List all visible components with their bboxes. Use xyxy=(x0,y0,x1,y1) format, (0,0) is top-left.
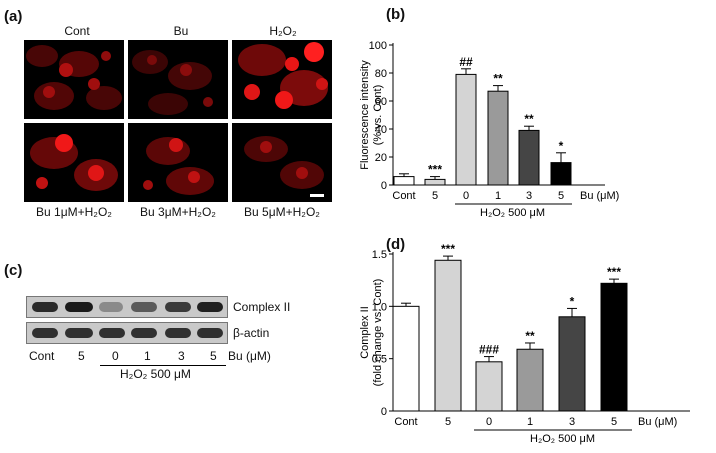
chart-d-x-tick-label: 1 xyxy=(527,416,533,428)
blot-band xyxy=(65,302,93,312)
chart-d-significance-label: ** xyxy=(525,329,535,343)
chart-d-y-tick-label: 0.5 xyxy=(372,354,387,366)
chart-d-significance-label: *** xyxy=(441,242,455,256)
micrograph-caption-bu5: Bu 5μM+H₂O₂ xyxy=(244,205,320,219)
blot-label-complex: Complex II xyxy=(233,300,291,314)
chart-d-y-tick-label: 1.5 xyxy=(372,249,387,261)
chart-b-x-tick-label: 5 xyxy=(432,190,438,202)
chart-d-x-tick-label: 3 xyxy=(569,416,575,428)
scale-bar xyxy=(310,194,324,197)
blot-h2o2-line xyxy=(100,365,226,366)
chart-b-x-tick-label: Cont xyxy=(392,190,415,202)
chart-d-h2o2-label: H₂O₂ 500 μM xyxy=(530,433,595,445)
panel-label-d: (d) xyxy=(386,236,406,253)
panel-label-b: (b) xyxy=(386,6,406,23)
blot-band xyxy=(165,328,191,338)
chart-b-significance-label: ** xyxy=(493,72,503,86)
chart-b-y-tick-label: 20 xyxy=(375,152,387,164)
chart-b-significance-label: * xyxy=(559,139,564,153)
chart-d-y-tick-label: 1.0 xyxy=(372,301,387,313)
chart-d-x-tick-label: Cont xyxy=(394,416,417,428)
blot-lane-label: 0 xyxy=(112,349,119,363)
chart-b-x-tick-label: 0 xyxy=(463,190,469,202)
chart-b-ylabel: (% vs. Cont) xyxy=(372,85,384,146)
chart-b-x-tick-label: 1 xyxy=(495,190,501,202)
blot-lane-label: Cont xyxy=(29,349,55,363)
blot-band xyxy=(65,328,93,338)
micrograph-header-bu: Bu xyxy=(173,24,189,38)
chart-b-x-tick-label: 3 xyxy=(526,190,532,202)
micrograph-header-cont: Cont xyxy=(64,24,90,38)
micrograph-bu xyxy=(128,40,228,119)
micrograph-cont xyxy=(24,40,124,119)
blot-band xyxy=(131,328,157,338)
micrograph-h2o2 xyxy=(232,40,332,119)
chart-d-bar xyxy=(434,259,462,412)
chart-d-bar xyxy=(516,348,544,412)
chart-d-x-tick-label: 0 xyxy=(486,416,492,428)
chart-b-h2o2-label: H₂O₂ 500 μM xyxy=(480,207,545,219)
chart-b-bar xyxy=(518,129,540,186)
blot-band xyxy=(197,328,223,338)
micrograph-bu3-h2o2 xyxy=(128,123,228,202)
blot-lane-label: 5 xyxy=(210,349,217,363)
chart-d-bu-unit: Bu (μM) xyxy=(638,416,677,428)
chart-d-bar xyxy=(475,361,503,412)
chart-d-y-tick-label: 0 xyxy=(381,406,387,418)
chart-b-y-tick-label: 100 xyxy=(369,40,387,52)
chart-b-bar xyxy=(550,162,572,186)
chart-b-y-tick-label: 60 xyxy=(375,96,387,108)
micrograph-caption-bu1: Bu 1μM+H₂O₂ xyxy=(36,205,112,219)
chart-d-ylabel: (fold change vs. Cont) xyxy=(372,279,384,387)
chart-b-x-tick-label: 5 xyxy=(558,190,564,202)
chart-b-bar xyxy=(455,73,477,186)
chart-b-y-tick-label: 0 xyxy=(381,180,387,192)
blot-band xyxy=(32,328,58,338)
chart-b-bar xyxy=(424,178,446,186)
chart-b-ylabel: Fluorescence intensity xyxy=(359,60,371,170)
chart-d-bar xyxy=(600,282,628,412)
chart-b-bar xyxy=(487,90,509,186)
blot-h2o2-label: H₂O₂ 500 μM xyxy=(120,367,191,381)
micrograph-bu1-h2o2 xyxy=(24,123,124,202)
blot-label-actin: β-actin xyxy=(233,326,270,340)
panel-label-c: (c) xyxy=(4,262,23,279)
chart-d-x-tick-label: 5 xyxy=(611,416,617,428)
chart-b-significance-label: ** xyxy=(524,112,534,126)
chart-b-y-tick-label: 80 xyxy=(375,68,387,80)
blot-lane-label: 1 xyxy=(144,349,151,363)
blot-band xyxy=(197,302,223,312)
chart-b-significance-label: ## xyxy=(459,55,473,69)
chart-d-significance-label: *** xyxy=(607,265,621,279)
micrograph-bu5-h2o2 xyxy=(232,123,332,202)
blot-bu-unit: Bu (μM) xyxy=(228,349,271,363)
chart-d-ylabel: Complex II xyxy=(359,306,371,359)
micrograph-caption-bu3: Bu 3μM+H₂O₂ xyxy=(140,205,216,219)
chart-b-significance-label: *** xyxy=(428,163,442,177)
chart-d-significance-label: ### xyxy=(479,343,499,357)
blot-band xyxy=(131,302,157,312)
chart-b-y-tick-label: 40 xyxy=(375,124,387,136)
panel-label-a: (a) xyxy=(4,8,23,25)
chart-d-x-tick-label: 5 xyxy=(445,416,451,428)
blot-row-actin xyxy=(26,322,228,344)
blot-band xyxy=(165,302,191,312)
chart-b-bar xyxy=(393,176,415,186)
blot-lane-label: 3 xyxy=(178,349,185,363)
blot-lane-label: 5 xyxy=(78,349,85,363)
blot-band xyxy=(32,302,58,312)
chart-d-bar xyxy=(558,316,586,412)
chart-b-bu-unit: Bu (μM) xyxy=(580,190,619,202)
chart-d-bar xyxy=(392,305,420,412)
micrograph-header-h2o2: H₂O₂ xyxy=(269,24,297,38)
blot-row-complex xyxy=(26,296,228,318)
chart-d-significance-label: * xyxy=(570,294,575,308)
blot-band xyxy=(99,328,125,338)
blot-band xyxy=(99,302,123,312)
